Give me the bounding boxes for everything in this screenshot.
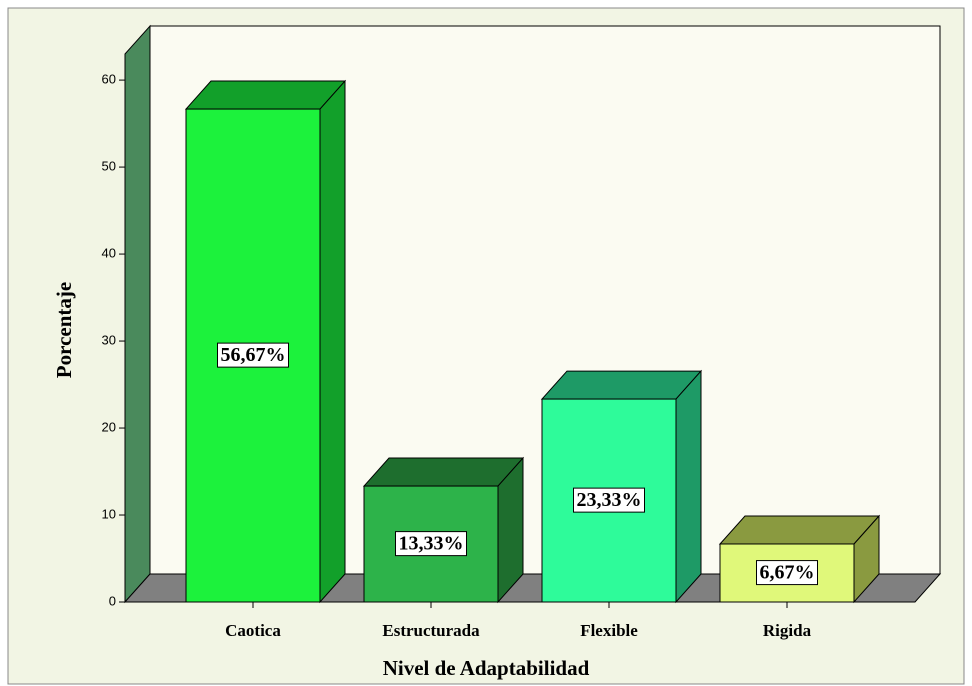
bar-top <box>718 515 881 545</box>
bar-top <box>362 457 525 487</box>
y-tick-label: 20 <box>102 419 116 434</box>
y-tick-label: 60 <box>102 72 116 87</box>
value-label-box <box>395 531 467 557</box>
value-label-box <box>217 342 289 368</box>
value-label: 13,33% <box>399 533 464 555</box>
y-tick-label: 10 <box>102 506 116 521</box>
x-tick-label: Rigida <box>763 621 812 640</box>
bar-side <box>675 369 702 604</box>
y-tick-label: 0 <box>109 593 116 608</box>
y-axis-title: Porcentaje <box>52 282 76 378</box>
bar-top <box>184 80 347 110</box>
value-label-box <box>756 560 818 586</box>
side-wall <box>124 24 151 604</box>
y-tick-label: 50 <box>102 159 116 174</box>
x-tick-label: Flexible <box>580 621 638 640</box>
x-tick-label: Caotica <box>225 621 281 640</box>
x-tick-label: Estructurada <box>382 621 480 640</box>
bar-side <box>319 79 346 604</box>
y-tick-label: 40 <box>102 246 116 261</box>
value-label-box <box>573 487 645 513</box>
x-axis-title: Nivel de Adaptabilidad <box>383 656 590 680</box>
value-label: 56,67% <box>221 344 286 366</box>
y-tick-label: 30 <box>102 332 116 347</box>
value-label: 23,33% <box>577 489 642 511</box>
bar-top <box>540 370 703 400</box>
value-label: 6,67% <box>760 562 815 584</box>
